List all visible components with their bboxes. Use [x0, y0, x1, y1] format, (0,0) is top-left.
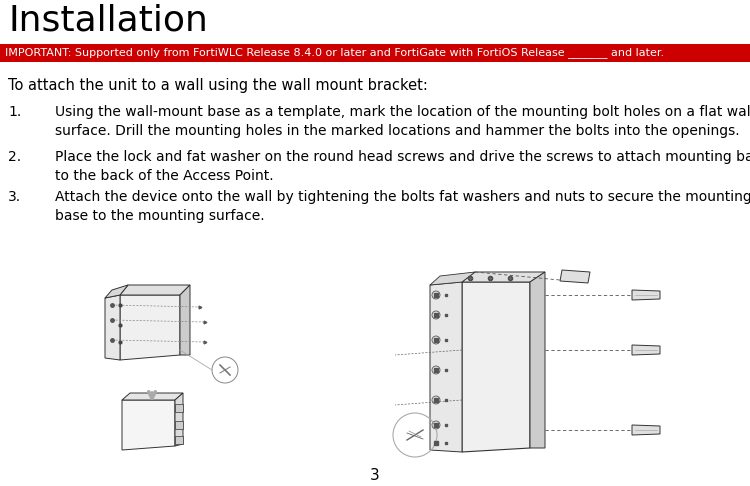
Polygon shape: [462, 282, 530, 452]
Polygon shape: [120, 285, 190, 295]
Polygon shape: [175, 421, 183, 429]
Text: Attach the device onto the wall by tightening the bolts fat washers and nuts to : Attach the device onto the wall by tight…: [55, 190, 750, 223]
Polygon shape: [462, 272, 545, 282]
Polygon shape: [122, 400, 175, 450]
Text: 2.: 2.: [8, 150, 21, 164]
Polygon shape: [122, 393, 183, 400]
Polygon shape: [175, 404, 183, 412]
Text: Place the lock and fat washer on the round head screws and drive the screws to a: Place the lock and fat washer on the rou…: [55, 150, 750, 183]
Polygon shape: [430, 282, 462, 452]
Text: Installation: Installation: [8, 4, 208, 38]
Polygon shape: [120, 295, 180, 360]
Polygon shape: [632, 425, 660, 435]
Text: Using the wall-mount base as a template, mark the location of the mounting bolt : Using the wall-mount base as a template,…: [55, 105, 750, 138]
Polygon shape: [530, 272, 545, 448]
Polygon shape: [175, 436, 183, 444]
Text: 3: 3: [370, 468, 380, 483]
Polygon shape: [105, 295, 120, 360]
Bar: [0, 44, 750, 62]
Polygon shape: [632, 345, 660, 355]
Polygon shape: [175, 393, 183, 446]
Polygon shape: [180, 285, 190, 355]
Text: 3.: 3.: [8, 190, 21, 204]
Polygon shape: [105, 285, 128, 298]
Polygon shape: [430, 272, 475, 285]
Text: IMPORTANT: Supported only from FortiWLC Release 8.4.0 or later and FortiGate wit: IMPORTANT: Supported only from FortiWLC …: [5, 48, 664, 58]
Text: 1.: 1.: [8, 105, 21, 119]
Text: To attach the unit to a wall using the wall mount bracket:: To attach the unit to a wall using the w…: [8, 78, 427, 93]
Polygon shape: [560, 270, 590, 283]
Polygon shape: [632, 290, 660, 300]
